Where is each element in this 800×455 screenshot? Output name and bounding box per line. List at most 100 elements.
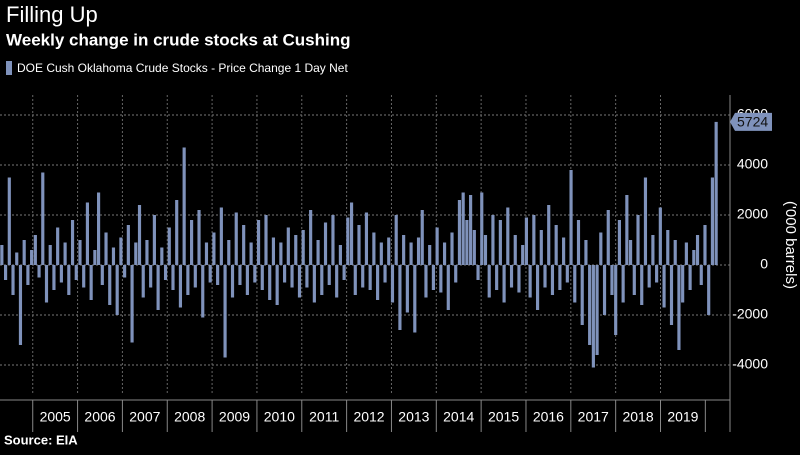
bar [684,242,688,265]
bar [230,265,235,298]
bar [502,265,506,303]
bar [692,250,696,265]
x-tick-label: 2007 [129,409,160,425]
bar [59,265,63,283]
bar [591,265,595,368]
bar [41,172,45,265]
bar [409,242,413,265]
bar [558,265,562,290]
bar [15,252,19,265]
bar [390,265,395,303]
x-tick-label: 2016 [533,409,564,425]
bar [119,237,123,265]
x-tick-label: 2019 [667,409,698,425]
bar [156,265,160,310]
bar [632,265,636,295]
bar [171,265,175,290]
bar [338,245,342,265]
bar [576,220,581,265]
bar [290,265,294,288]
bar [178,265,183,308]
bar [44,265,49,303]
bar [617,220,621,265]
x-tick-label: 2010 [264,409,295,425]
bar [201,265,205,318]
bar [428,245,432,265]
bar [651,235,655,265]
bar [483,235,488,265]
bar [268,265,272,300]
bar [714,121,718,266]
bar [123,265,127,278]
bar [602,265,607,315]
bar [353,265,357,295]
bar [435,227,439,265]
chart-subtitle: Weekly change in crude stocks at Cushing [6,30,351,49]
bar [186,265,190,295]
bar [104,232,108,265]
bar [524,217,528,265]
y-tick-label: 4000 [737,156,768,172]
bar [469,195,473,265]
bar [111,247,116,265]
bar [141,265,145,298]
legend-label: DOE Cush Oklahoma Crude Stocks - Price C… [17,61,348,75]
bar [82,265,86,288]
bar [74,265,78,280]
bar [346,217,350,265]
bar [145,240,149,265]
bar [521,245,525,265]
bar [372,232,376,265]
bar [643,177,648,265]
last-value-box [730,112,772,131]
bar [506,207,510,265]
bar [539,230,543,265]
bar [565,265,569,283]
x-tick-label: 2008 [174,409,205,425]
bar [554,225,558,265]
bar [446,265,450,310]
bar [320,265,324,295]
bar [442,242,447,265]
bar [100,265,104,285]
bar [584,240,588,265]
bar [495,265,499,290]
bar [309,210,313,265]
bar [543,265,547,288]
bar [614,265,618,335]
source: Source: EIA [4,432,78,447]
bar [89,265,93,300]
bar [279,242,283,265]
bar [472,230,476,265]
x-tick-label: 2012 [353,409,384,425]
bar [85,202,90,265]
bar [703,225,707,265]
bar [152,215,156,265]
bar [681,265,685,303]
bar [569,170,573,265]
y-tick-label: 0 [760,256,768,272]
legend-swatch [6,61,12,75]
bar [78,240,82,265]
bar [175,200,179,265]
bar [216,265,220,285]
bar [364,212,369,265]
bar [286,227,290,265]
x-tick-label: 2011 [309,409,339,425]
bar [669,265,674,325]
bar [253,265,257,283]
bar [394,215,398,265]
bar [137,205,142,265]
x-tick-label: 2014 [443,409,474,425]
bar [673,240,677,265]
bar [204,242,209,265]
bar [130,265,134,343]
bar [227,240,231,265]
bar [439,265,443,293]
bar [297,265,302,298]
bar [312,265,316,303]
bar [450,232,454,265]
bar [606,210,610,265]
chart-title: Filling Up [6,2,98,27]
bar [48,245,52,265]
